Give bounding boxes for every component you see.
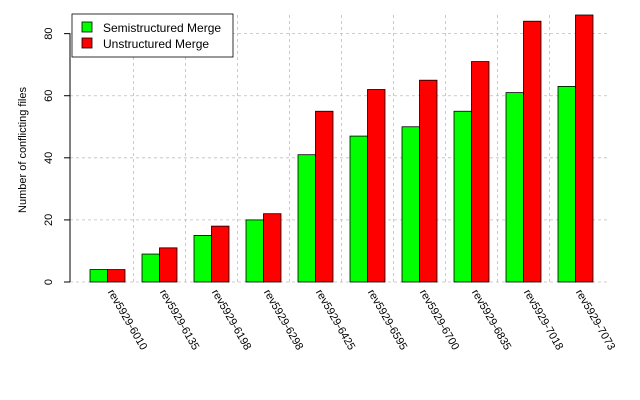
bar-semistructured-8	[505, 92, 524, 283]
x-tick-label: rev5929-6198	[209, 288, 253, 353]
x-tick-label: rev5929-6135	[157, 288, 201, 353]
bar-unstructured-4	[315, 110, 334, 283]
bar-unstructured-2	[211, 225, 230, 283]
y-axis: 0 20 40 60 80	[43, 28, 71, 285]
bars	[89, 14, 594, 283]
x-tick-label: rev5929-6700	[417, 288, 461, 353]
x-tick-label: rev5929-6835	[469, 288, 513, 353]
bar-semistructured-2	[193, 235, 212, 283]
legend-swatch-unstructured	[81, 37, 93, 49]
bar-semistructured-0	[89, 269, 108, 283]
bar-semistructured-6	[401, 126, 420, 283]
x-tick-label: rev5929-7018	[521, 288, 565, 353]
bar-semistructured-4	[297, 154, 316, 283]
y-axis-label: Number of conflicting files	[17, 87, 29, 213]
y-tick-label: 60	[43, 90, 55, 102]
x-tick-label: rev5929-6595	[365, 288, 409, 353]
bar-unstructured-7	[471, 61, 490, 283]
x-axis: rev5929-6010 rev5929-6135 rev5929-6198 rev5…	[105, 288, 617, 353]
y-tick-label: 0	[43, 279, 55, 285]
legend-box	[71, 13, 234, 58]
bar-unstructured-6	[419, 79, 438, 283]
bar-unstructured-0	[107, 269, 126, 283]
bar-unstructured-9	[575, 14, 594, 283]
bar-semistructured-1	[141, 253, 160, 283]
legend-label-unstructured: Unstructured Merge	[103, 37, 209, 51]
x-tick-label: rev5929-6010	[105, 288, 149, 353]
x-tick-label: rev5929-7073	[573, 288, 617, 353]
x-tick-label: rev5929-6298	[261, 288, 305, 353]
legend-label-semistructured: Semistructured Merge	[103, 21, 221, 35]
bar-semistructured-5	[349, 135, 368, 283]
bar-unstructured-1	[159, 247, 178, 283]
legend: Semistructured Merge Unstructured Merge	[71, 13, 234, 58]
y-tick-label: 80	[43, 28, 55, 40]
legend-swatch-semistructured	[81, 21, 93, 33]
bar-unstructured-5	[367, 89, 386, 283]
y-tick-label: 20	[43, 214, 55, 226]
bar-semistructured-9	[557, 86, 576, 283]
grid-lines	[70, 15, 610, 283]
bar-semistructured-3	[245, 219, 264, 283]
x-tick-label: rev5929-6425	[313, 288, 357, 353]
bar-semistructured-7	[453, 110, 472, 283]
bar-unstructured-3	[263, 213, 282, 283]
y-tick-label: 40	[43, 152, 55, 164]
bar-unstructured-8	[523, 20, 542, 283]
